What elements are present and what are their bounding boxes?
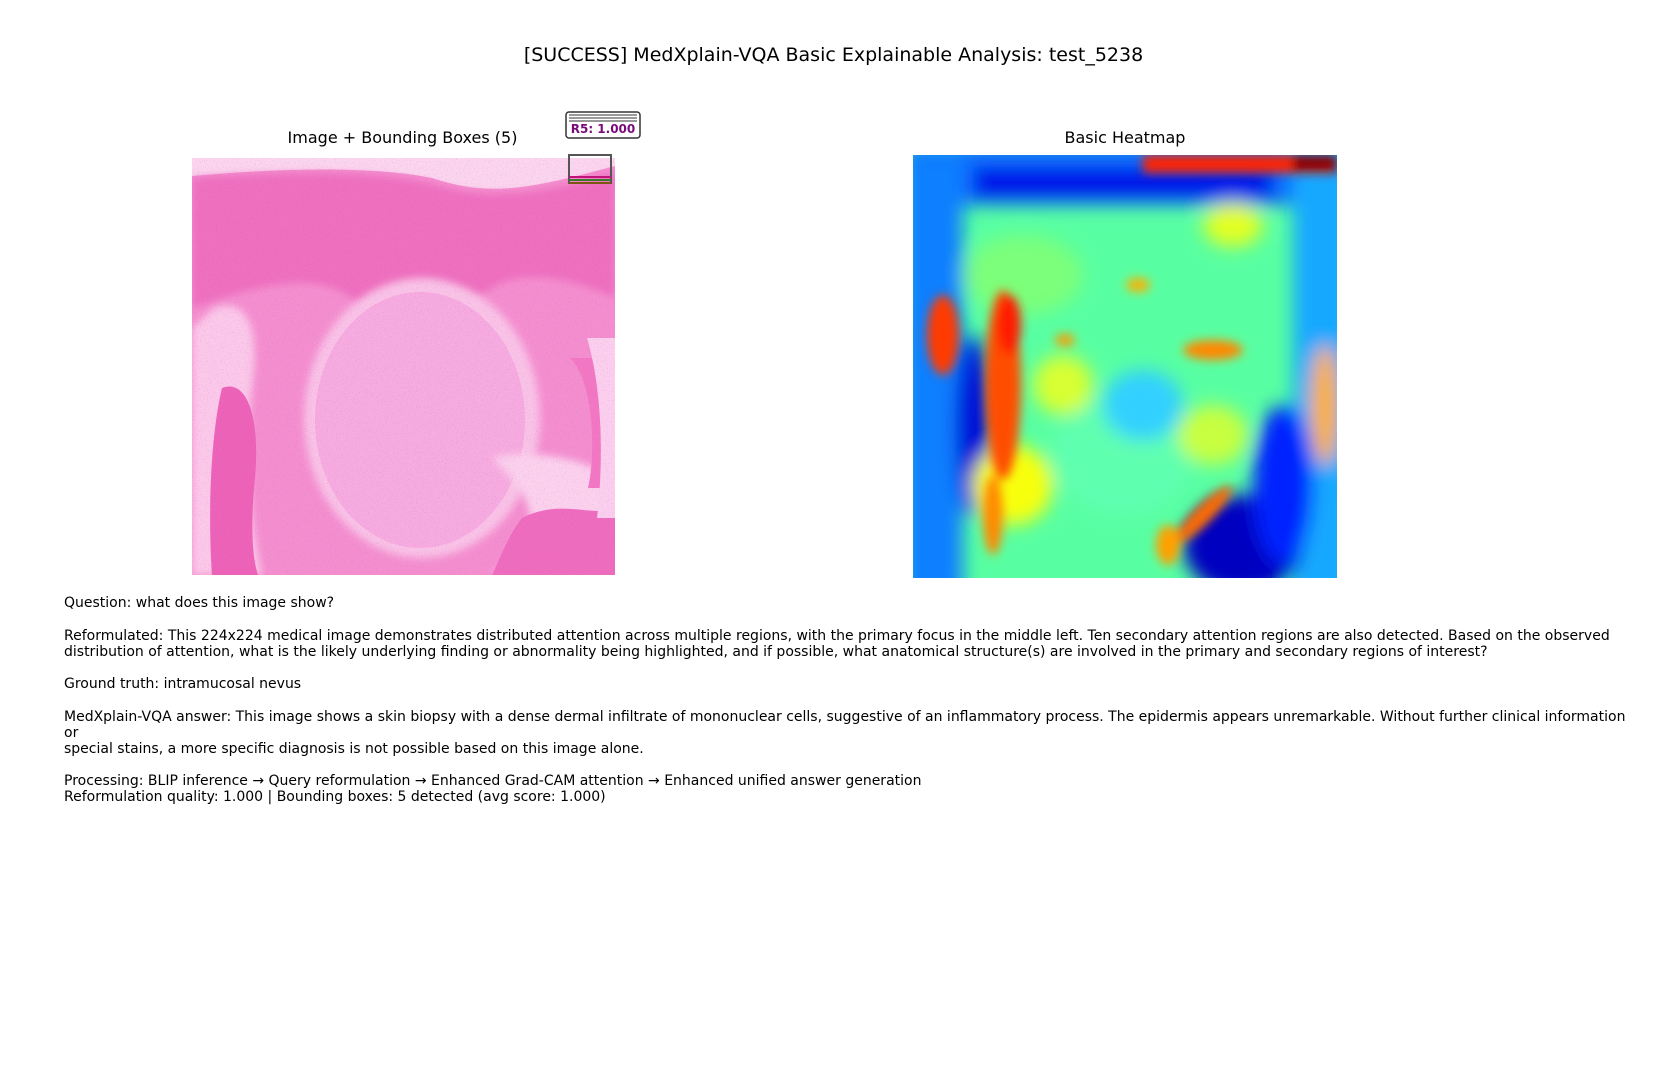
processing-text: Processing: BLIP inference → Query refor… — [64, 773, 922, 805]
heatmap-panel-title: Basic Heatmap — [1064, 128, 1186, 147]
attention-heatmap — [913, 155, 1337, 578]
figure-title: [SUCCESS] MedXplain-VQA Basic Explainabl… — [523, 44, 1144, 66]
bbox-label-text: R5: 1.000 — [571, 122, 636, 136]
answer-text: MedXplain-VQA answer: This image shows a… — [64, 709, 1626, 757]
ground-truth-text: Ground truth: intramucosal nevus — [64, 676, 302, 692]
bounding-box-r5: R5: 1.000 — [565, 111, 641, 184]
bbox-label-tag: R5: 1.000 — [565, 111, 641, 139]
reformulated-text: Reformulated: This 224x224 medical image… — [64, 628, 1610, 660]
question-text: Question: what does this image show? — [64, 595, 335, 611]
histology-image — [192, 158, 615, 575]
bounding-box-panel-title: Image + Bounding Boxes (5) — [287, 128, 518, 147]
